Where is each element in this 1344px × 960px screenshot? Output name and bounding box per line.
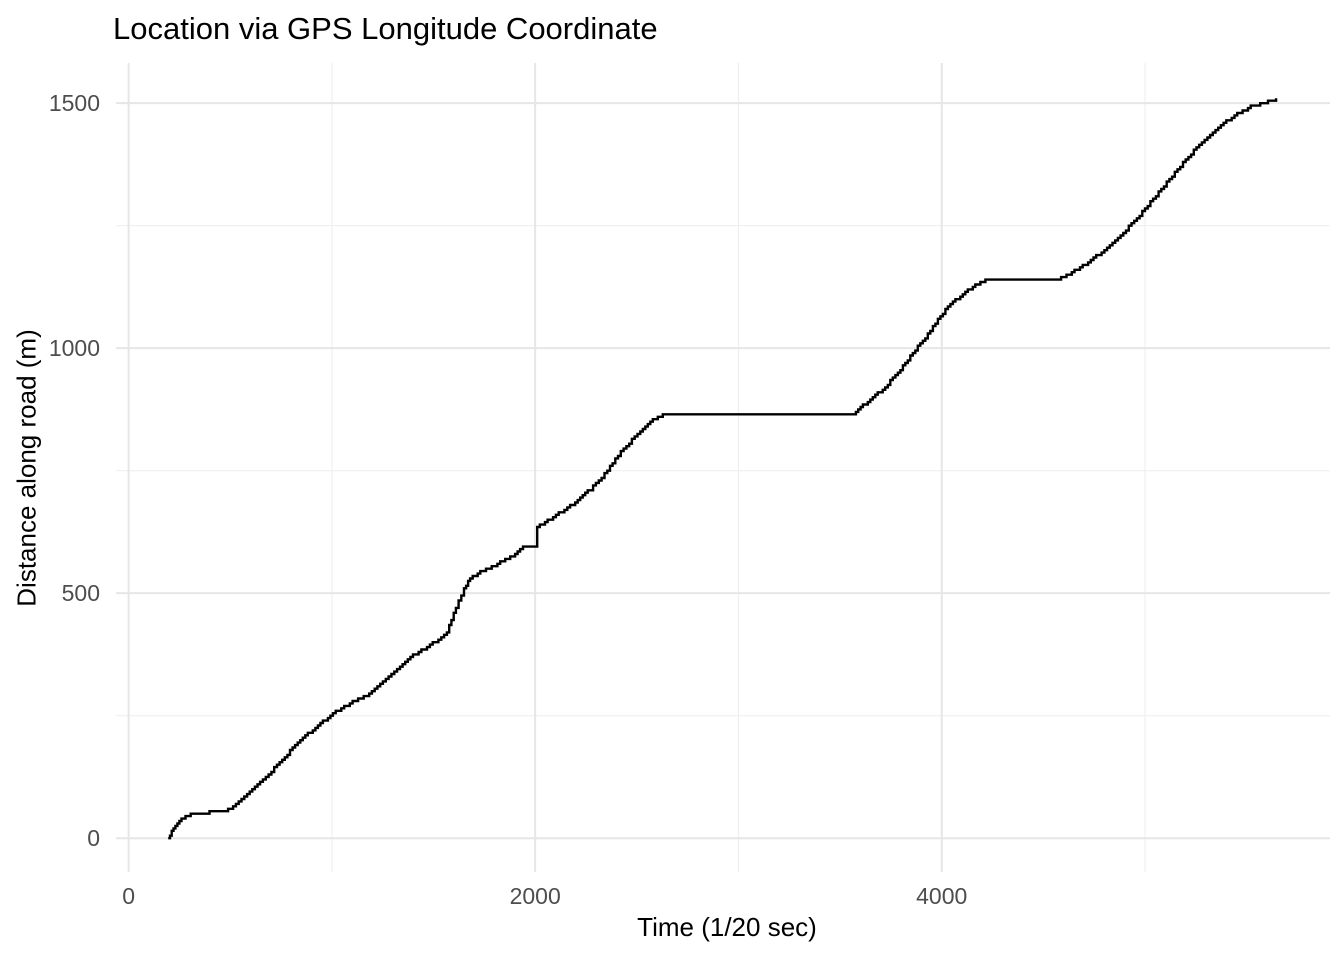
distance-line	[168, 98, 1278, 840]
y-tick-label: 500	[61, 580, 100, 607]
y-axis-title: Distance along road (m)	[11, 329, 42, 607]
x-tick-label: 0	[122, 883, 135, 909]
x-axis-title: Time (1/20 sec)	[637, 912, 817, 942]
y-tick-label: 1500	[48, 90, 100, 117]
x-tick-label: 4000	[916, 883, 968, 909]
y-tick-label: 1000	[48, 335, 100, 362]
chart-title: Location via GPS Longitude Coordinate	[113, 11, 658, 46]
x-tick-label: 2000	[509, 883, 561, 909]
y-tick-label: 0	[87, 825, 100, 852]
